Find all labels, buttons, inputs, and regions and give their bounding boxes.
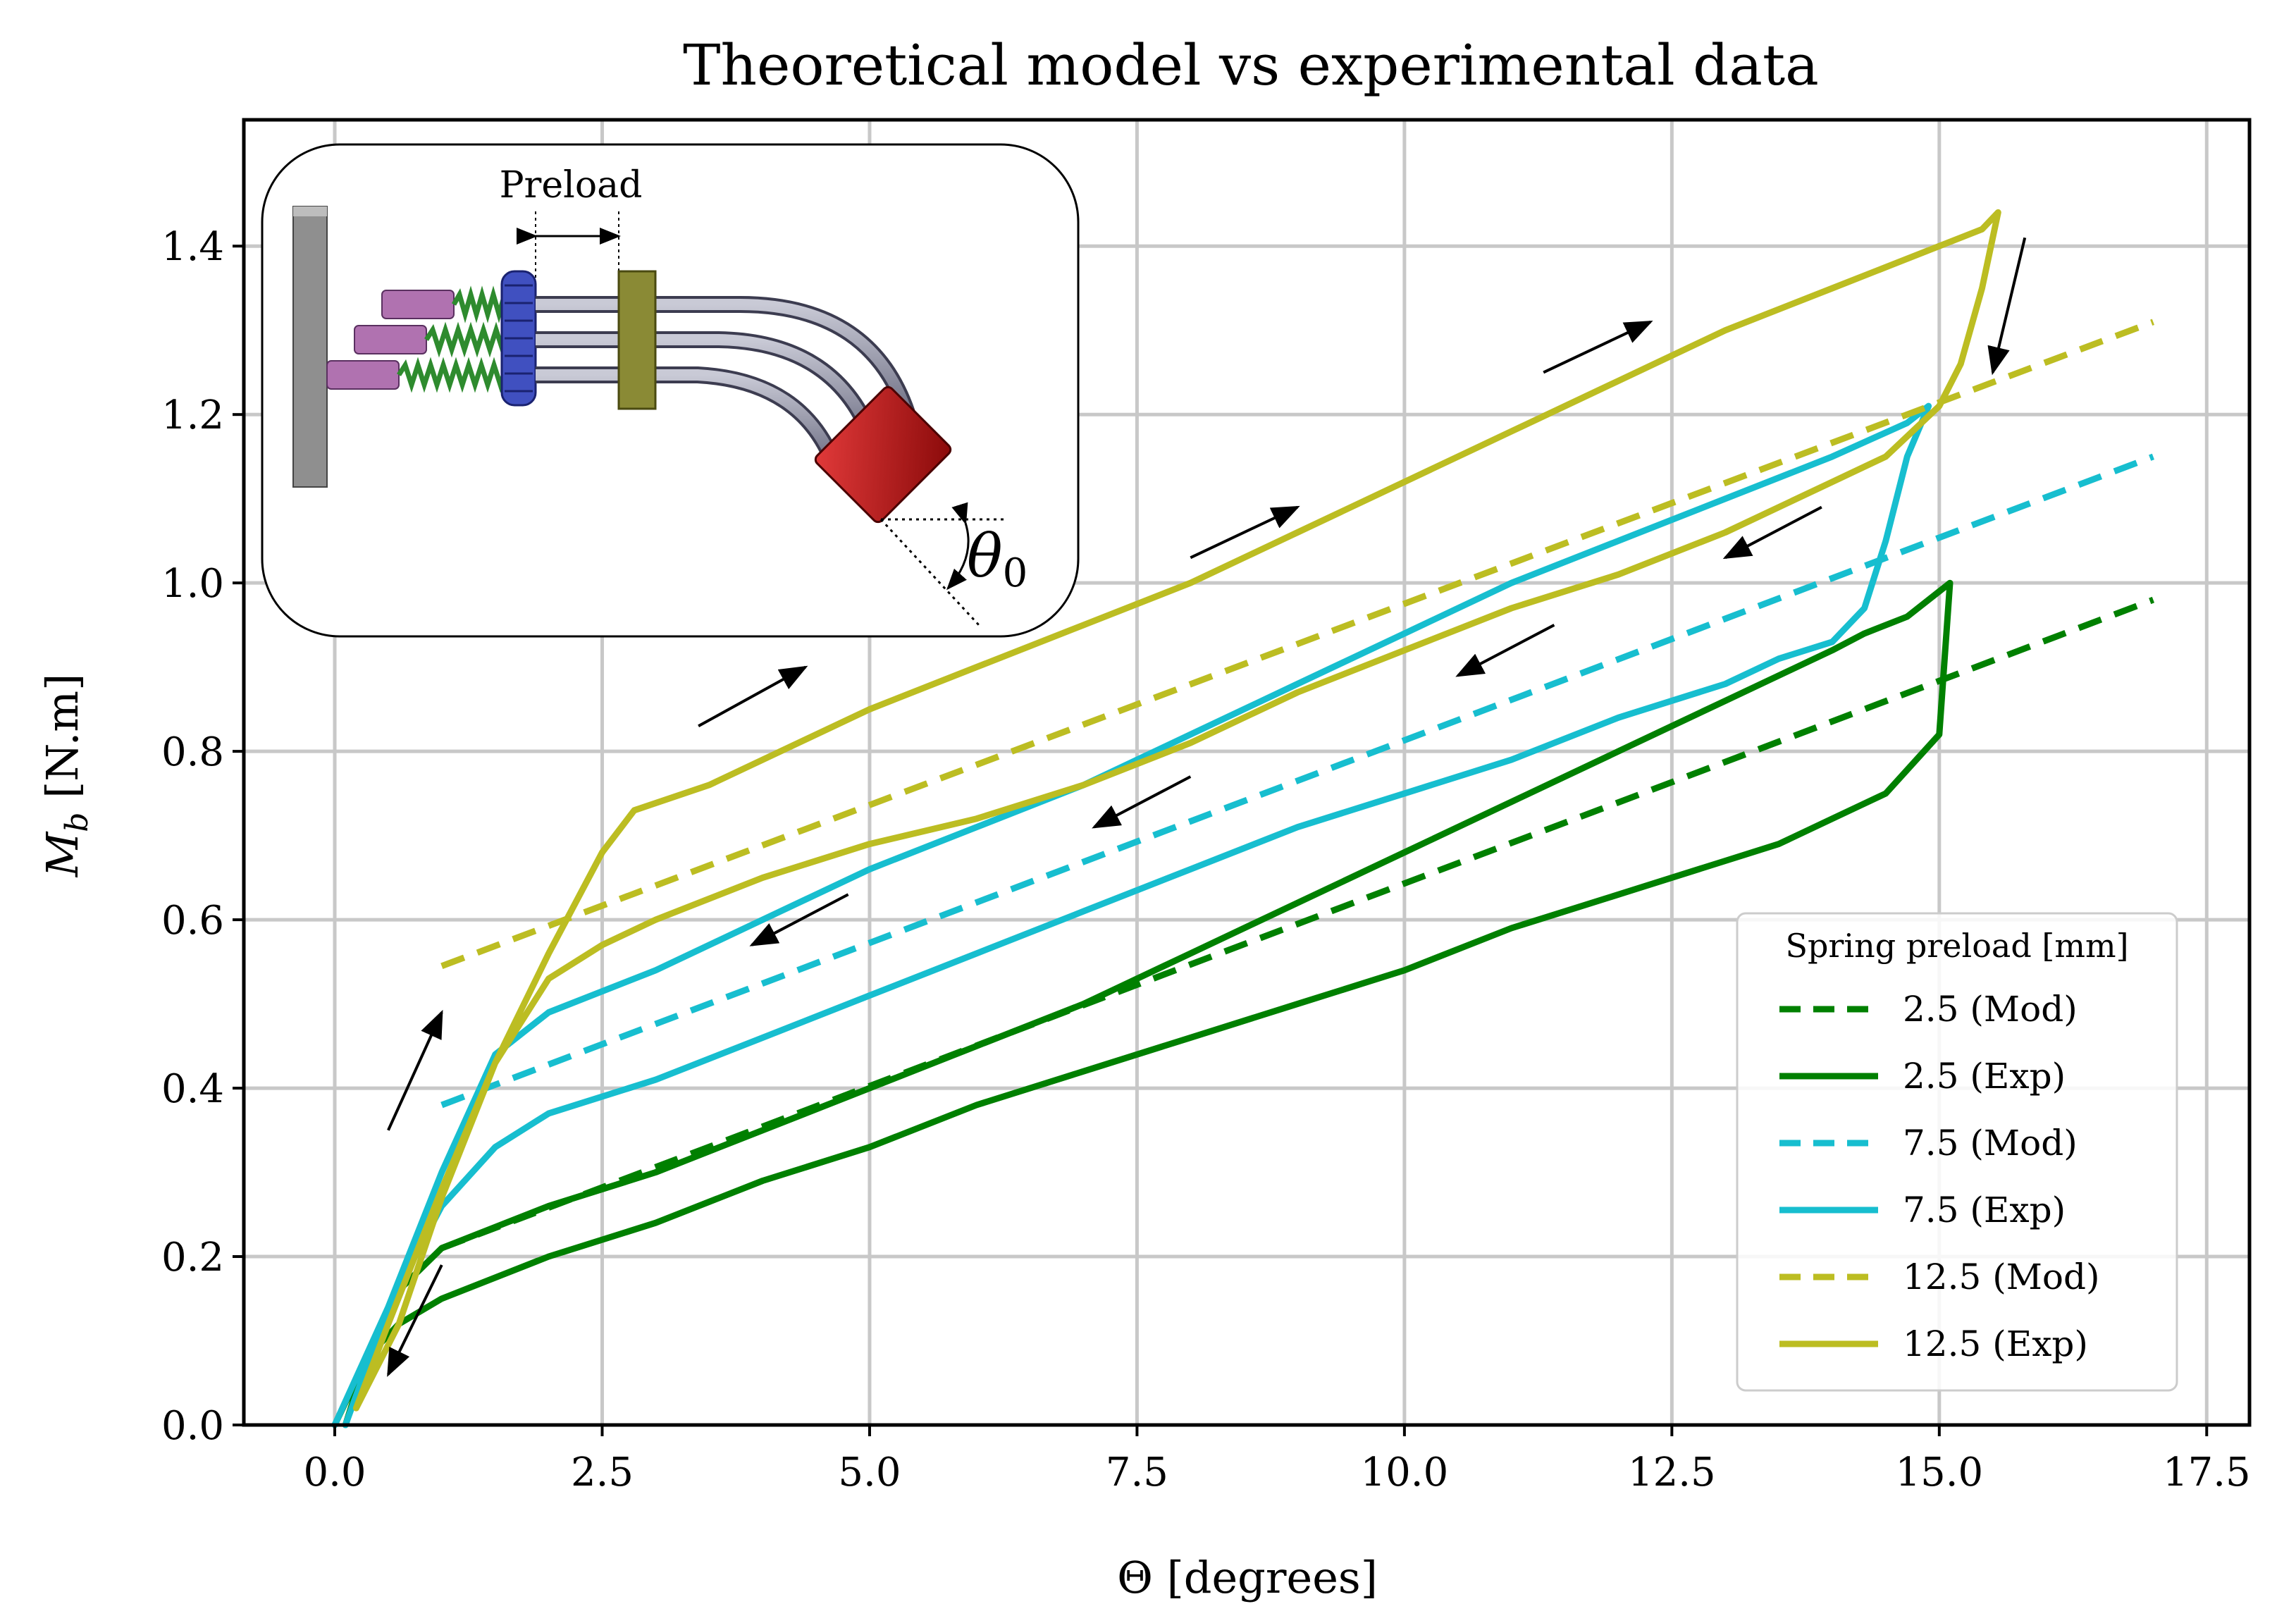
direction-arrow xyxy=(1987,237,2027,376)
series-layer xyxy=(331,209,2154,1428)
series-line-2-5-exp xyxy=(331,579,1954,1428)
series-line-7-5-mod xyxy=(440,453,2154,1109)
direction-arrows xyxy=(387,237,2027,1377)
legend-label: 7.5 (Mod) xyxy=(1903,1123,2078,1164)
washer-ridges xyxy=(505,284,533,393)
direction-arrow xyxy=(698,665,808,728)
direction-arrow xyxy=(749,893,849,946)
y-tick-label: 1.0 xyxy=(161,561,224,607)
theta-zero-symbol: θ0 xyxy=(967,522,1027,596)
legend-label: 7.5 (Exp) xyxy=(1903,1190,2066,1230)
series-line-7-5-exp xyxy=(331,402,1932,1428)
inset-preload-label: Preload xyxy=(500,164,643,206)
y-tick-label: 0.2 xyxy=(161,1235,224,1280)
direction-arrow xyxy=(387,1009,443,1131)
angle-arc xyxy=(946,502,970,591)
direction-arrow xyxy=(1092,775,1192,829)
y-tick-label: 1.2 xyxy=(161,393,224,438)
rod-actuator-1 xyxy=(381,290,455,319)
legend-box xyxy=(1736,912,2178,1392)
direction-arrow xyxy=(1722,505,1822,560)
series-line-12-5-mod xyxy=(440,319,2154,970)
plot-frame xyxy=(242,118,2252,1427)
legend-title: Spring preload [mm] xyxy=(1785,927,2128,965)
x-tick-label: 17.5 xyxy=(2163,1450,2251,1495)
end-effector xyxy=(814,385,952,524)
x-tick-label: 12.5 xyxy=(1628,1450,1716,1495)
legend-label: 2.5 (Exp) xyxy=(1903,1056,2066,1097)
guide-plate xyxy=(617,270,657,410)
y-tick-label: 1.4 xyxy=(161,224,224,270)
x-tick-label: 2.5 xyxy=(571,1450,634,1495)
direction-arrow xyxy=(387,1264,443,1377)
y-tick-label: 0.8 xyxy=(161,729,224,775)
grid xyxy=(244,120,2249,1427)
direction-arrow xyxy=(1190,505,1300,560)
spring-3 xyxy=(397,357,521,393)
y-axis-label: Mb [N.m] xyxy=(37,674,95,878)
x-axis-label: Θ [degrees] xyxy=(1117,1552,1378,1603)
series-line-2-5-mod xyxy=(440,596,2154,1252)
legend-label: 12.5 (Mod) xyxy=(1903,1257,2100,1297)
legend: Spring preload [mm] 2.5 (Mod) 2.5 (Exp) 7.… xyxy=(1736,912,2178,1392)
x-tick-label: 0.0 xyxy=(303,1450,366,1495)
legend-label: 2.5 (Mod) xyxy=(1903,989,2078,1030)
direction-arrow xyxy=(1455,624,1555,677)
x-tick-label: 5.0 xyxy=(838,1450,901,1495)
x-tick-label: 10.0 xyxy=(1361,1450,1449,1495)
angle-tilt-line xyxy=(879,518,981,627)
y-tick-label: 0.0 xyxy=(161,1403,224,1449)
y-tick-label: 0.4 xyxy=(161,1066,224,1112)
legend-label: 12.5 (Exp) xyxy=(1903,1323,2088,1364)
y-tick-label: 0.6 xyxy=(161,898,224,944)
tendon-1-core xyxy=(536,299,915,421)
base-plate xyxy=(292,206,328,488)
tendon-3-core xyxy=(536,369,841,469)
chart-title: Theoretical model vs experimental data xyxy=(683,32,1819,98)
rod-actuator-3 xyxy=(326,360,400,390)
rod-actuator-2 xyxy=(354,325,427,354)
direction-arrow xyxy=(1543,320,1653,374)
series-line-12-5-exp xyxy=(352,209,2001,1412)
x-tick-label: 7.5 xyxy=(1106,1450,1168,1495)
axis-ticks: 0.0 2.5 5.0 7.5 10.0 12.5 15.0 17.5 0.0 0.2 0.4 0.6… xyxy=(161,224,2251,1495)
inset-diagram: Preload θ0 xyxy=(261,143,1080,638)
base-plate-cap xyxy=(293,206,327,216)
x-tick-label: 15.0 xyxy=(1895,1450,1983,1495)
inset-frame xyxy=(261,143,1080,638)
